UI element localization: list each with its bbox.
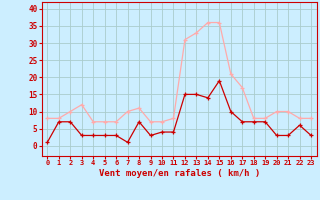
X-axis label: Vent moyen/en rafales ( km/h ): Vent moyen/en rafales ( km/h ) <box>99 169 260 178</box>
